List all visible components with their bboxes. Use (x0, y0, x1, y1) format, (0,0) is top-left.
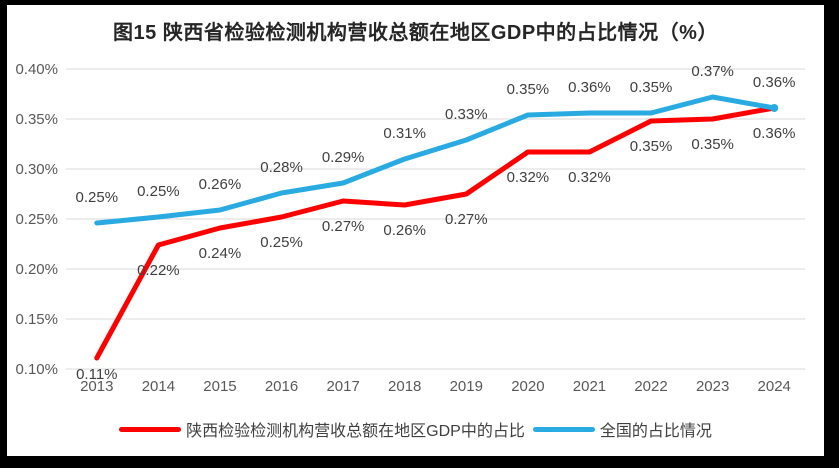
data-label: 0.36% (753, 74, 796, 91)
legend-line-red-icon (119, 426, 182, 432)
x-tick-label: 2019 (450, 378, 483, 395)
x-axis-labels: 2013 2014 2015 2016 2017 2018 2019 2020 2021 2022… (80, 378, 791, 395)
data-labels: 0.11% 0.22% 0.24% 0.25% 0.27% 0.26% 0.27% 0.32%… (76, 125, 795, 383)
data-label: 0.22% (137, 262, 180, 279)
data-label: 0.28% (260, 159, 303, 176)
legend-label-shaanxi: 陕西检验检测机构营收总额在地区GDP中的占比 (186, 423, 525, 440)
data-label: 0.29% (322, 149, 365, 166)
series-polyline (94, 105, 777, 361)
data-label: 0.26% (383, 222, 426, 239)
data-label: 0.27% (445, 211, 488, 228)
data-label: 0.24% (199, 245, 242, 262)
legend-label-national: 全国的占比情况 (599, 423, 712, 440)
gridlines (66, 68, 805, 370)
series-end-marker (770, 104, 779, 112)
series-shaanxi-line (94, 105, 777, 361)
x-tick-label: 2020 (511, 378, 544, 395)
data-label: 0.36% (753, 125, 796, 142)
x-tick-label: 2021 (573, 378, 606, 395)
data-label: 0.33% (445, 106, 488, 123)
chart-legend: 陕西检验检测机构营收总额在地区GDP中的占比 全国的占比情况 (7, 417, 824, 441)
legend-item-shaanxi: 陕西检验检测机构营收总额在地区GDP中的占比 (119, 417, 525, 441)
data-label: 0.11% (76, 366, 117, 383)
series-polyline (94, 94, 777, 226)
x-tick-label: 2022 (634, 378, 667, 395)
data-label: 0.25% (260, 234, 303, 251)
data-label: 0.25% (76, 189, 119, 206)
data-label: 0.35% (691, 136, 734, 153)
legend-item-national: 全国的占比情况 (532, 417, 712, 441)
chart-title: 图15 陕西省检验检测机构营收总额在地区GDP中的占比情况（%） (113, 22, 718, 44)
y-tick-label: 0.10% (15, 361, 58, 378)
data-label: 0.25% (137, 183, 180, 200)
x-tick-label: 2016 (265, 378, 298, 395)
y-tick-label: 0.15% (15, 311, 58, 328)
data-label: 0.27% (322, 218, 365, 235)
x-tick-label: 2013 (80, 378, 113, 395)
legend-line-blue-icon (532, 426, 595, 432)
chart-background (7, 5, 824, 456)
data-label: 0.36% (568, 79, 611, 96)
x-tick-label: 2024 (758, 378, 791, 395)
series-national-line (94, 94, 779, 226)
x-tick-label: 2014 (142, 378, 175, 395)
data-label: 0.35% (630, 138, 673, 155)
x-tick-label: 2023 (696, 378, 729, 395)
y-tick-label: 0.40% (15, 61, 58, 78)
data-label: 0.35% (630, 79, 673, 96)
x-tick-label: 2017 (326, 378, 359, 395)
data-label: 0.26% (199, 176, 242, 193)
y-axis-labels: 0.40% 0.35% 0.30% 0.25% 0.20% 0.15% 0.10% (15, 61, 58, 378)
data-labels: 0.25% 0.25% 0.26% 0.28% 0.29% 0.31% 0.33% 0.35%… (76, 63, 796, 206)
data-label: 0.37% (691, 63, 734, 80)
y-tick-label: 0.20% (15, 261, 58, 278)
data-label: 0.32% (568, 169, 611, 186)
x-tick-label: 2018 (388, 378, 421, 395)
data-label: 0.35% (507, 81, 550, 98)
y-tick-label: 0.30% (15, 161, 58, 178)
data-label: 0.31% (383, 125, 426, 142)
y-tick-label: 0.25% (15, 211, 58, 228)
data-label: 0.32% (507, 169, 550, 186)
x-tick-label: 2015 (203, 378, 236, 395)
y-tick-label: 0.35% (15, 111, 58, 128)
